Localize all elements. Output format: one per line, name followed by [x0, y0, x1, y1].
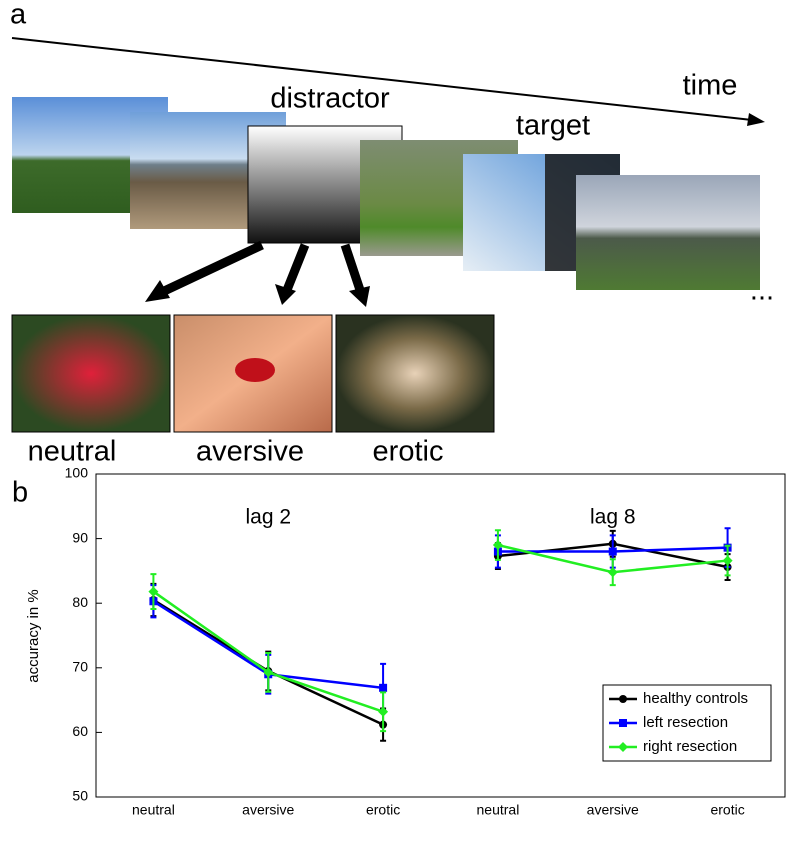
annotation: lag 2	[245, 506, 291, 529]
marker	[608, 547, 617, 556]
axes-frame	[95, 473, 786, 798]
panel-label: b	[12, 477, 28, 509]
distractor-label: distractor	[270, 83, 390, 115]
category-label: aversive	[196, 436, 304, 468]
y-tick-label: 100	[65, 465, 89, 481]
y-tick-label: 50	[72, 788, 88, 804]
x-tick-label: erotic	[366, 802, 400, 818]
marker	[148, 586, 159, 597]
category-label: erotic	[373, 436, 444, 468]
legend-marker	[619, 695, 627, 703]
x-tick-label: erotic	[710, 802, 744, 818]
arrows	[158, 240, 365, 298]
x-tick-label: neutral	[477, 802, 520, 818]
legend-marker	[619, 719, 627, 727]
ellipsis: ...	[750, 275, 774, 307]
x-tick-label: neutral	[132, 802, 175, 818]
legend-label: left resection	[643, 714, 728, 731]
x-tick-label: aversive	[242, 802, 294, 818]
marker	[492, 540, 503, 551]
time-label: time	[683, 70, 738, 102]
marker	[722, 555, 733, 566]
y-tick-label: 60	[72, 723, 88, 739]
marker	[379, 683, 388, 692]
arrow-heads	[145, 280, 370, 307]
category-label: neutral	[28, 436, 117, 468]
y-tick-label: 80	[72, 594, 88, 610]
annotation: lag 8	[590, 506, 636, 529]
legend-marker	[618, 742, 628, 752]
timeline-head	[747, 113, 765, 126]
timeline	[11, 37, 753, 121]
legend-label: healthy controls	[643, 690, 748, 707]
marker	[378, 706, 389, 717]
target-label: target	[516, 110, 590, 142]
y-axis-label: accuracy in %	[25, 589, 42, 682]
photo-detail	[235, 358, 275, 382]
y-tick-label: 90	[72, 529, 88, 545]
marker	[263, 667, 274, 678]
photo	[11, 314, 171, 433]
legend-label: right resection	[643, 738, 737, 755]
x-tick-label: aversive	[587, 802, 639, 818]
y-tick-label: 70	[72, 659, 88, 675]
panel-label: a	[10, 0, 27, 31]
marker	[607, 567, 618, 578]
photo	[335, 314, 495, 433]
photo	[576, 175, 760, 290]
